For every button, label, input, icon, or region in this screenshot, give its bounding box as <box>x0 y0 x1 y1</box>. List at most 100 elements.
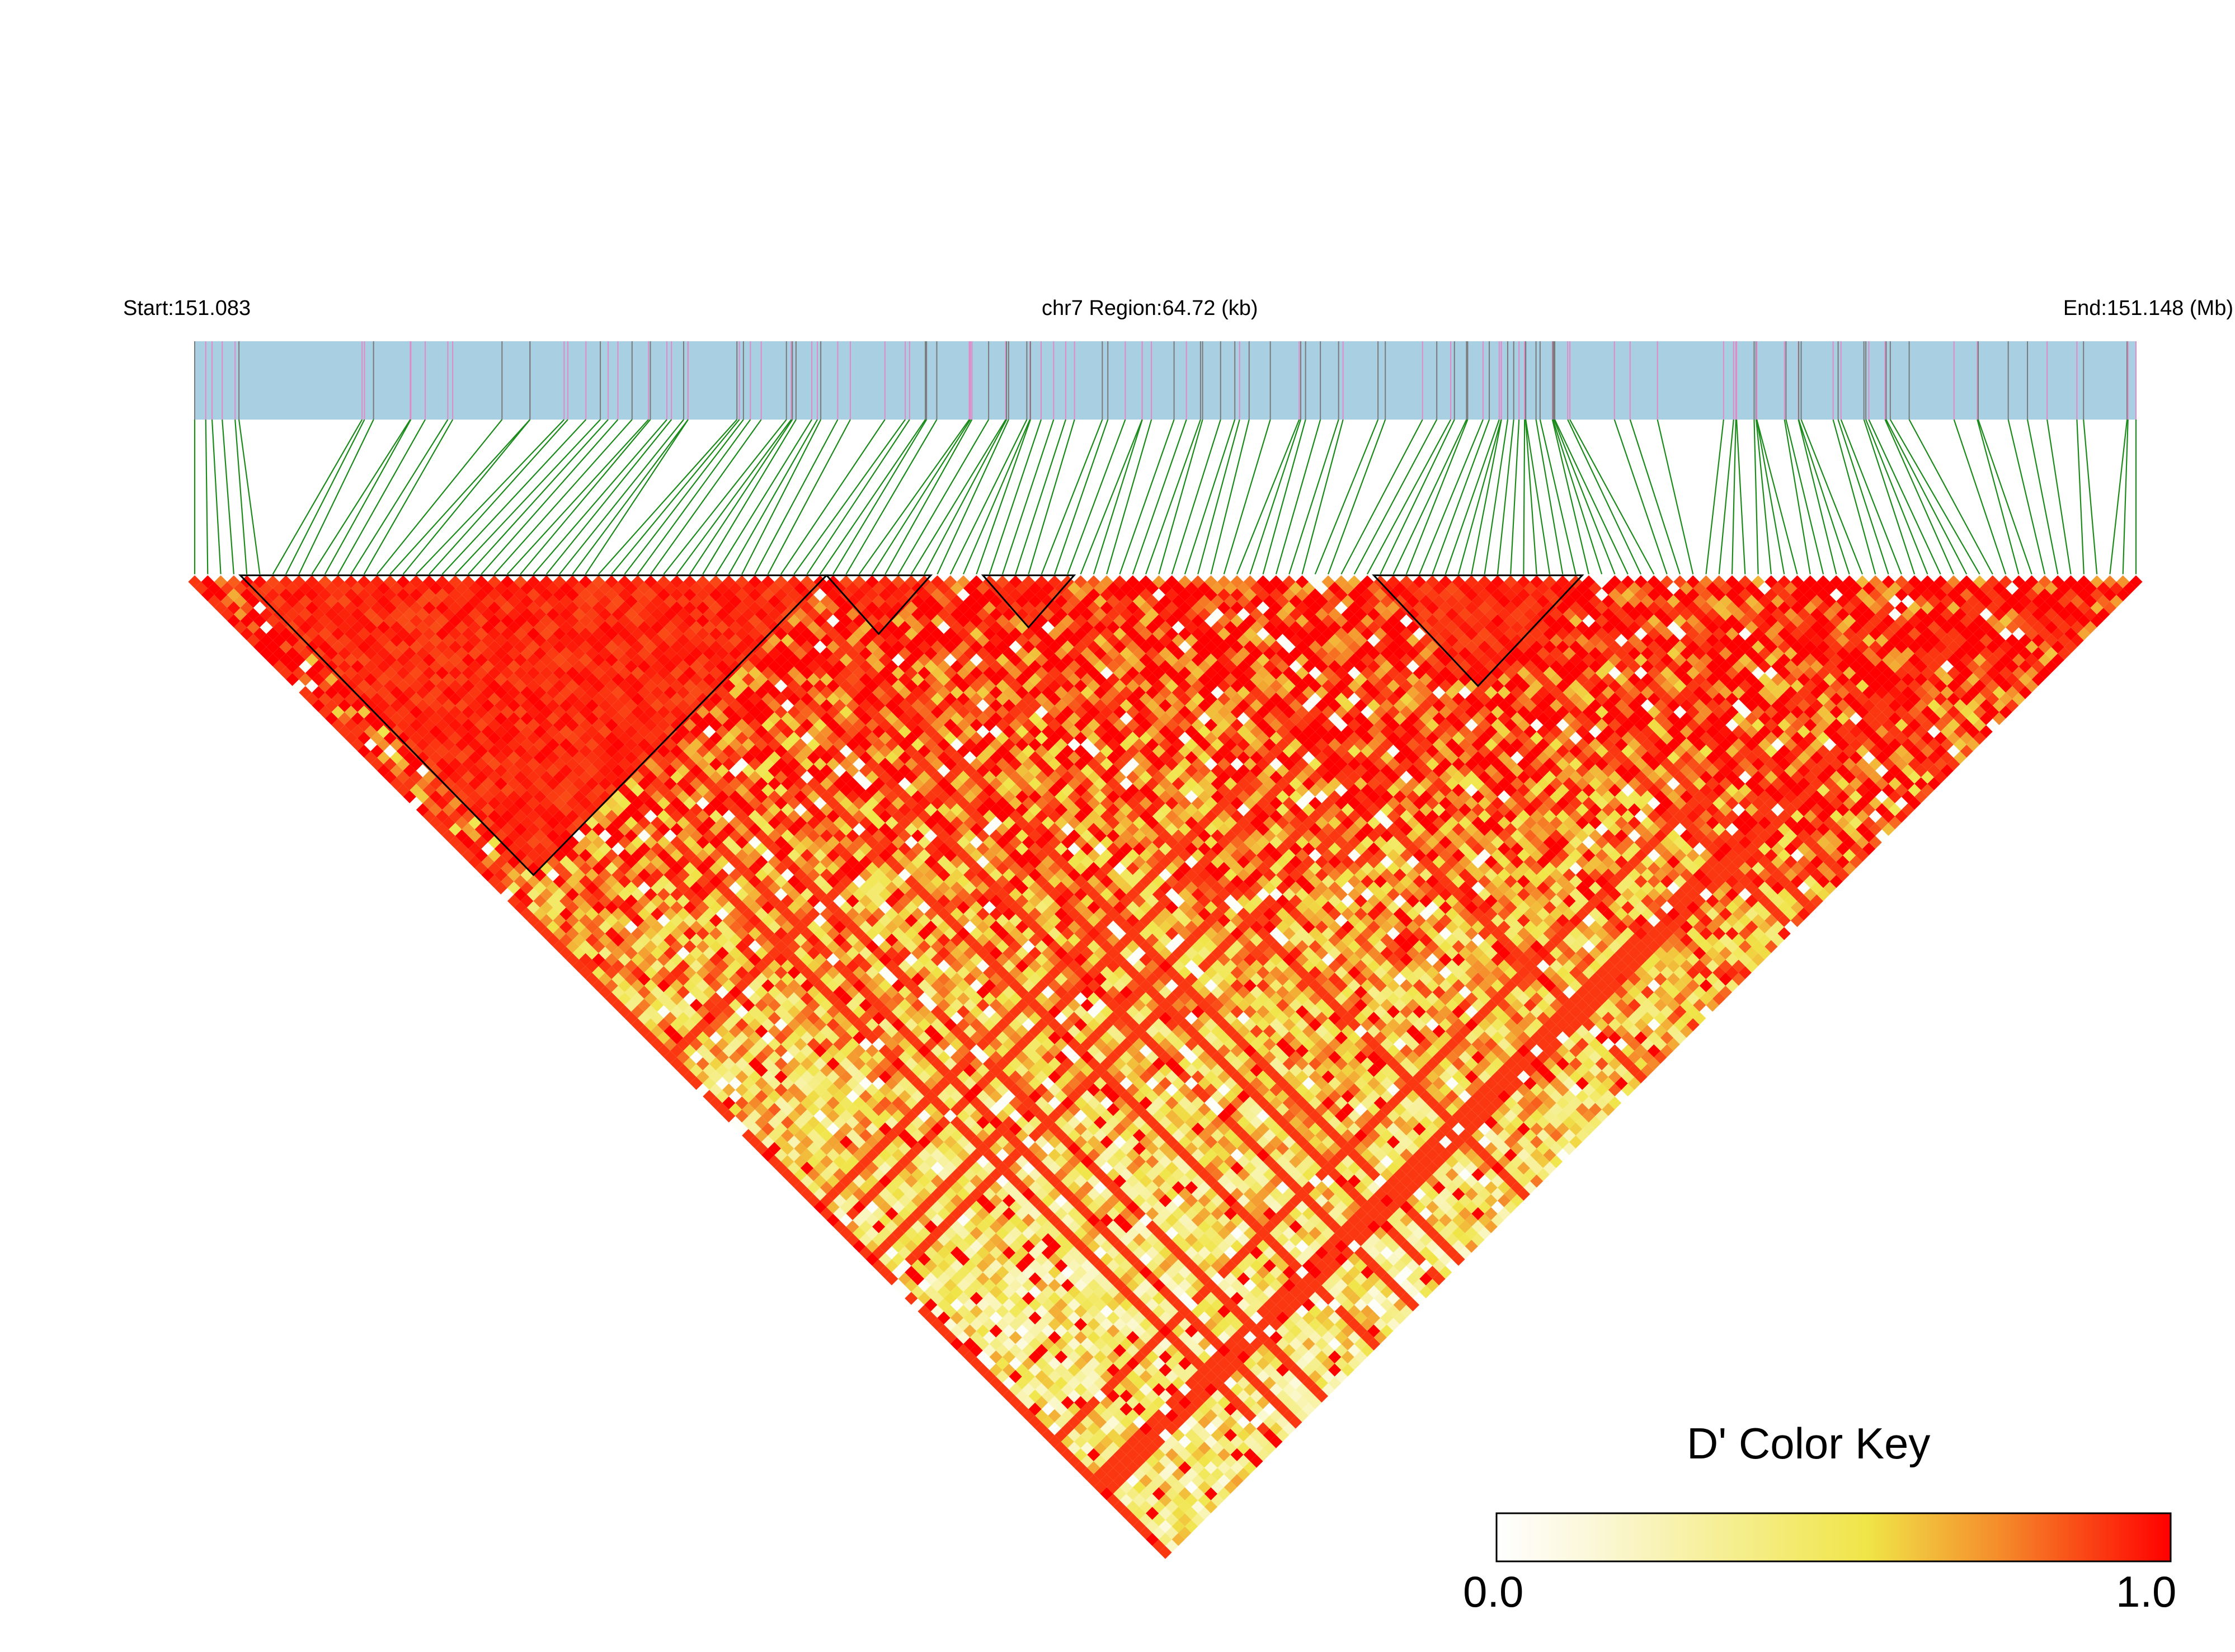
ld-cell <box>1022 1383 1036 1396</box>
ld-cell <box>859 1194 873 1207</box>
ld-cell <box>872 1194 886 1207</box>
ld-cell <box>1165 1539 1179 1552</box>
ld-cell <box>220 582 234 595</box>
snp-connector-line <box>1552 419 1603 575</box>
ld-cell <box>1022 1317 1036 1331</box>
ld-cell <box>937 1298 951 1312</box>
snp-connector-line <box>1080 419 1143 575</box>
ld-cell <box>1165 1500 1179 1514</box>
ld-cell <box>813 1161 827 1175</box>
ld-cell <box>853 1187 866 1201</box>
ld-cell <box>982 1317 996 1331</box>
ld-cell <box>1126 1409 1140 1423</box>
snp-connector-line <box>416 419 565 575</box>
ld-cell <box>1061 1357 1074 1370</box>
ld-cell <box>1107 1494 1120 1507</box>
ld-cell <box>1132 1480 1146 1494</box>
ld-cell <box>546 829 560 843</box>
ld-cell <box>1015 1363 1029 1377</box>
ld-cell <box>989 1350 1003 1364</box>
ld-cell <box>1035 1344 1048 1357</box>
ld-cell <box>1113 1435 1127 1448</box>
snp-connector-line <box>1977 419 2032 575</box>
ld-cell <box>1113 1409 1127 1423</box>
ld-cell <box>1132 1467 1146 1481</box>
ld-cell <box>1067 1363 1081 1377</box>
ld-cell <box>1009 1331 1022 1344</box>
ld-cell <box>937 1220 951 1234</box>
ld-cell <box>1184 1507 1198 1520</box>
ld-cell <box>449 757 462 771</box>
ld-cell <box>846 1220 859 1234</box>
ld-cell <box>1048 1435 1061 1448</box>
ld-cell <box>957 1317 970 1331</box>
ld-cell <box>853 1149 866 1162</box>
ld-cell <box>970 1331 983 1344</box>
ld-cell <box>989 1272 1003 1286</box>
ld-cell <box>1165 1448 1179 1461</box>
ld-cell <box>859 1233 873 1246</box>
ld-cell <box>800 1187 814 1201</box>
ld-cell <box>976 1311 990 1325</box>
snp-connector-line <box>1885 419 1968 575</box>
ld-cell <box>1074 1461 1088 1475</box>
ld-cell <box>787 1149 801 1162</box>
ld-cell <box>1152 1539 1165 1552</box>
ld-cell <box>937 1285 951 1298</box>
ld-cell <box>917 1201 931 1214</box>
ld-cell <box>1055 1402 1068 1416</box>
ld-cell <box>1132 1428 1146 1442</box>
snp-connector-line <box>1484 419 1509 575</box>
ld-cell <box>1015 1376 1029 1390</box>
ld-cell <box>1119 1480 1133 1494</box>
snp-connector-line <box>1328 419 1386 575</box>
ld-cell <box>1159 1519 1172 1533</box>
ld-cell <box>1152 1487 1165 1500</box>
ld-cell <box>1107 1415 1120 1429</box>
ld-cell <box>911 1272 925 1286</box>
ld-cell <box>872 1155 886 1168</box>
ld-cell <box>1139 1461 1152 1475</box>
ld-cell <box>1100 1461 1113 1475</box>
ld-cell <box>1113 1500 1127 1514</box>
snp-connector-line <box>2122 419 2129 575</box>
ld-cell <box>865 1201 879 1214</box>
ld-cell <box>1015 1324 1029 1338</box>
ld-cell <box>716 1090 729 1103</box>
ld-cell <box>624 972 638 986</box>
snp-connector-line <box>1735 419 1746 575</box>
ld-cell <box>1009 1292 1022 1305</box>
ld-cell <box>911 1220 925 1234</box>
ld-cell <box>944 1240 957 1253</box>
ld-cell <box>865 1240 879 1253</box>
ld-cell <box>1171 1467 1185 1481</box>
ld-cell <box>1165 1487 1179 1500</box>
snp-connector-line <box>1197 419 1240 575</box>
ld-cell <box>501 783 514 797</box>
ld-cell <box>891 1226 905 1240</box>
ld-cell <box>1048 1396 1061 1409</box>
ld-cell <box>1107 1442 1120 1455</box>
ld-cell <box>885 1272 898 1286</box>
ld-cell <box>996 1317 1009 1331</box>
ld-cell <box>833 1194 846 1207</box>
ld-cell <box>872 1207 886 1221</box>
snp-connector-line <box>285 419 365 575</box>
ld-cell <box>1100 1422 1113 1436</box>
snp-connector-line <box>2109 419 2128 575</box>
ld-cell <box>963 1285 977 1298</box>
ld-cell <box>1041 1402 1055 1416</box>
ld-cell <box>989 1311 1003 1325</box>
ld-cell <box>1119 1428 1133 1442</box>
ld-cell <box>917 1292 931 1305</box>
ld-cell <box>624 1011 638 1025</box>
snp-connector-line <box>324 419 412 575</box>
ld-cell <box>1087 1369 1100 1383</box>
ld-cell <box>891 1201 905 1214</box>
snp-connector-line <box>1613 419 1668 575</box>
snp-connector-line <box>1756 419 1798 575</box>
ld-cell <box>1022 1344 1036 1357</box>
snp-connector-line <box>1755 419 1772 575</box>
ld-cell <box>1139 1448 1152 1461</box>
ld-cell <box>305 601 319 615</box>
